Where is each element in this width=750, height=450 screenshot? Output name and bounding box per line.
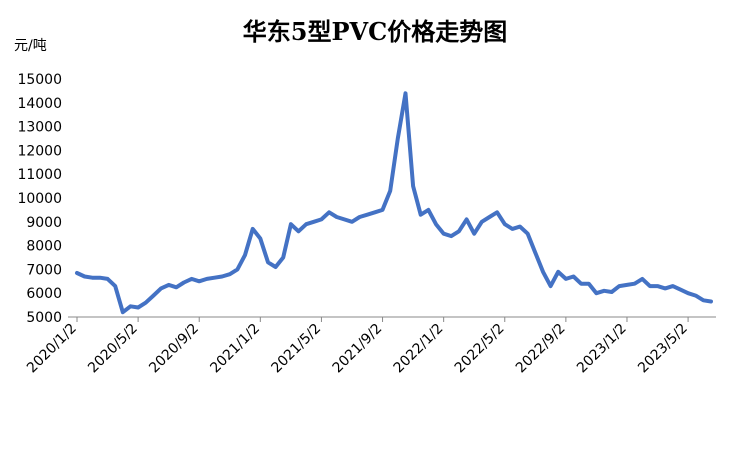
x-tick-label: 2021/1/2 — [207, 321, 263, 377]
y-tick-label: 5000 — [26, 310, 62, 326]
y-tick-label: 13000 — [17, 120, 62, 136]
price-line — [75, 91, 713, 315]
y-tick-label: 8000 — [26, 239, 62, 255]
x-tick-label: 2020/1/2 — [24, 321, 80, 377]
y-tick-label: 6000 — [26, 286, 62, 302]
x-tick-label: 2021/9/2 — [330, 321, 386, 377]
x-tick-label: 2023/1/2 — [574, 321, 630, 377]
x-tick-label: 2023/5/2 — [635, 321, 691, 377]
y-tick-label: 14000 — [17, 96, 62, 112]
y-tick-label: 10000 — [17, 191, 62, 207]
x-tick-label: 2022/1/2 — [391, 321, 447, 377]
x-tick-label: 2020/9/2 — [146, 321, 202, 377]
y-tick-label: 12000 — [17, 143, 62, 159]
x-tick-label: 2020/5/2 — [85, 321, 141, 377]
y-axis-label: 元/吨 — [14, 38, 47, 54]
y-tick-label: 9000 — [26, 215, 62, 231]
x-tick-label: 2022/5/2 — [452, 321, 508, 377]
y-tick-label: 11000 — [17, 167, 62, 183]
y-tick-label: 7000 — [26, 262, 62, 278]
y-tick-label: 15000 — [17, 72, 62, 88]
x-tick-label: 2021/5/2 — [268, 321, 324, 377]
chart-title: 华东5型PVC价格走势图 — [243, 17, 507, 46]
x-tick-label: 2022/9/2 — [513, 321, 569, 377]
